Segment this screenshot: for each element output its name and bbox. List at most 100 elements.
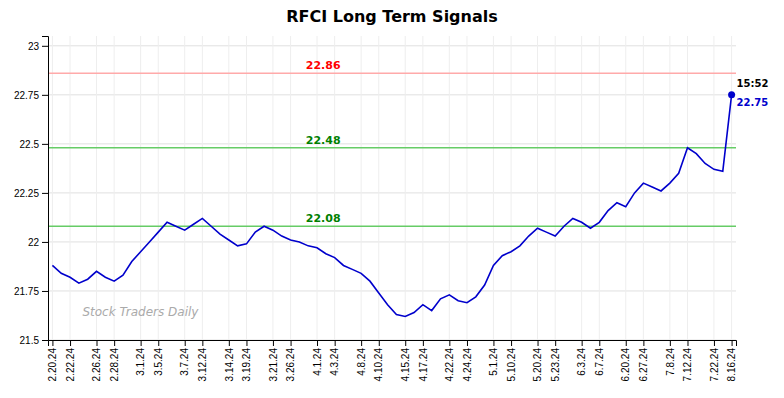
chart-svg: Stock Traders Daily22.8622.4822.0815:522… — [0, 0, 784, 398]
y-tick-label: 21.5 — [20, 335, 40, 346]
x-grid-line — [202, 36, 203, 340]
x-tick-label: 5.23.24 — [550, 348, 561, 382]
x-grid-line — [493, 36, 494, 340]
x-grid-line — [669, 36, 670, 340]
x-tick: 6.7.24 — [594, 340, 605, 376]
x-grid-line — [96, 36, 97, 340]
x-tick-mark — [317, 340, 318, 346]
x-tick-label: 4.8.24 — [356, 348, 367, 376]
x-tick: 2.20.24 — [47, 340, 58, 381]
x-tick: 2.28.24 — [109, 340, 120, 381]
x-tick-mark — [599, 340, 600, 346]
x-tick: 4.1.24 — [312, 340, 323, 376]
watermark: Stock Traders Daily — [82, 305, 199, 319]
x-tick-mark — [582, 340, 583, 346]
x-tick: 7.12.24 — [682, 340, 693, 381]
x-grid-line — [466, 36, 467, 340]
x-tick: 4.10.24 — [373, 340, 384, 381]
x-tick: 5.1.24 — [488, 340, 499, 376]
x-tick: 3.7.24 — [179, 340, 190, 376]
x-tick-mark — [538, 340, 539, 346]
x-grid-line — [361, 36, 362, 340]
x-grid-line — [511, 36, 512, 340]
reference-label: 22.86 — [306, 59, 341, 72]
x-grid-line — [599, 36, 600, 340]
x-grid-line — [581, 36, 582, 340]
x-tick: 4.22.24 — [444, 340, 455, 381]
x-tick: 4.3.24 — [329, 340, 340, 376]
x-grid-line — [246, 36, 247, 340]
x-grid-line — [140, 36, 141, 340]
x-tick-mark — [379, 340, 380, 346]
x-tick-label: 3.14.24 — [224, 348, 235, 382]
x-tick-mark — [467, 340, 468, 346]
y-grid-line — [48, 192, 736, 193]
x-tick-mark — [335, 340, 336, 346]
price-line — [52, 95, 731, 317]
x-tick: 2.26.24 — [91, 340, 102, 381]
x-grid-line — [184, 36, 185, 340]
x-tick-label: 3.19.24 — [241, 348, 252, 382]
y-grid-line — [48, 45, 736, 46]
x-tick-label: 7.12.24 — [682, 348, 693, 382]
x-tick-mark — [687, 340, 688, 346]
x-tick-mark — [626, 340, 627, 346]
x-axis: 2.20.242.22.242.26.242.28.243.1.243.5.24… — [47, 340, 737, 381]
y-axis: 21.521.752222.2522.522.7523 — [14, 37, 49, 346]
x-grid-line — [687, 36, 688, 340]
x-tick-mark — [291, 340, 292, 346]
reference-line — [48, 225, 736, 227]
x-tick-label: 3.12.24 — [197, 348, 208, 382]
x-tick: 4.24.24 — [462, 340, 473, 381]
x-tick-label: 4.1.24 — [312, 348, 323, 376]
x-grid-line — [317, 36, 318, 340]
x-tick-mark — [202, 340, 203, 346]
y-tick: 21.75 — [14, 286, 48, 297]
x-tick-label: 6.27.24 — [638, 348, 649, 382]
x-tick-mark — [643, 340, 644, 346]
x-tick-mark — [555, 340, 556, 346]
x-tick-mark — [229, 340, 230, 346]
x-tick-label: 4.15.24 — [400, 348, 411, 382]
x-tick-label: 8.16.24 — [726, 348, 737, 382]
y-grid-line — [48, 290, 736, 291]
x-tick-mark — [114, 340, 115, 346]
y-tick-label: 21.75 — [14, 286, 39, 297]
y-axis-line — [42, 37, 49, 341]
x-grid-line — [114, 36, 115, 340]
reference-line — [48, 147, 736, 149]
x-tick-label: 3.21.24 — [268, 348, 279, 382]
x-tick-label: 4.24.24 — [462, 348, 473, 382]
x-tick-label: 3.26.24 — [285, 348, 296, 382]
x-tick-label: 2.22.24 — [65, 348, 76, 382]
x-grid-line — [625, 36, 626, 340]
y-tick-mark — [42, 46, 48, 47]
x-grid-line — [228, 36, 229, 340]
y-tick: 23 — [28, 41, 48, 52]
x-tick-label: 5.10.24 — [506, 348, 517, 382]
x-tick-mark — [732, 340, 733, 346]
y-grid-line — [48, 143, 736, 144]
x-grid-line — [70, 36, 71, 340]
x-tick-mark — [52, 340, 53, 346]
x-grid-line — [537, 36, 538, 340]
x-tick-mark — [97, 340, 98, 346]
y-tick-label: 22.75 — [14, 90, 39, 101]
x-tick-mark — [141, 340, 142, 346]
x-tick-label: 3.5.24 — [153, 348, 164, 376]
x-tick-mark — [405, 340, 406, 346]
x-grid-line — [52, 36, 53, 340]
x-tick-label: 2.28.24 — [109, 348, 120, 382]
x-tick: 5.10.24 — [506, 340, 517, 381]
x-tick: 3.12.24 — [197, 340, 208, 381]
x-grid-line — [555, 36, 556, 340]
x-tick-mark — [670, 340, 671, 346]
y-tick-label: 23 — [28, 41, 40, 52]
x-grid-line — [290, 36, 291, 340]
x-tick-label: 4.3.24 — [329, 348, 340, 376]
y-tick-label: 22.25 — [14, 188, 39, 199]
x-tick: 3.26.24 — [285, 340, 296, 381]
x-tick-label: 6.3.24 — [576, 348, 587, 376]
x-tick-label: 4.17.24 — [418, 348, 429, 382]
x-tick-mark — [273, 340, 274, 346]
